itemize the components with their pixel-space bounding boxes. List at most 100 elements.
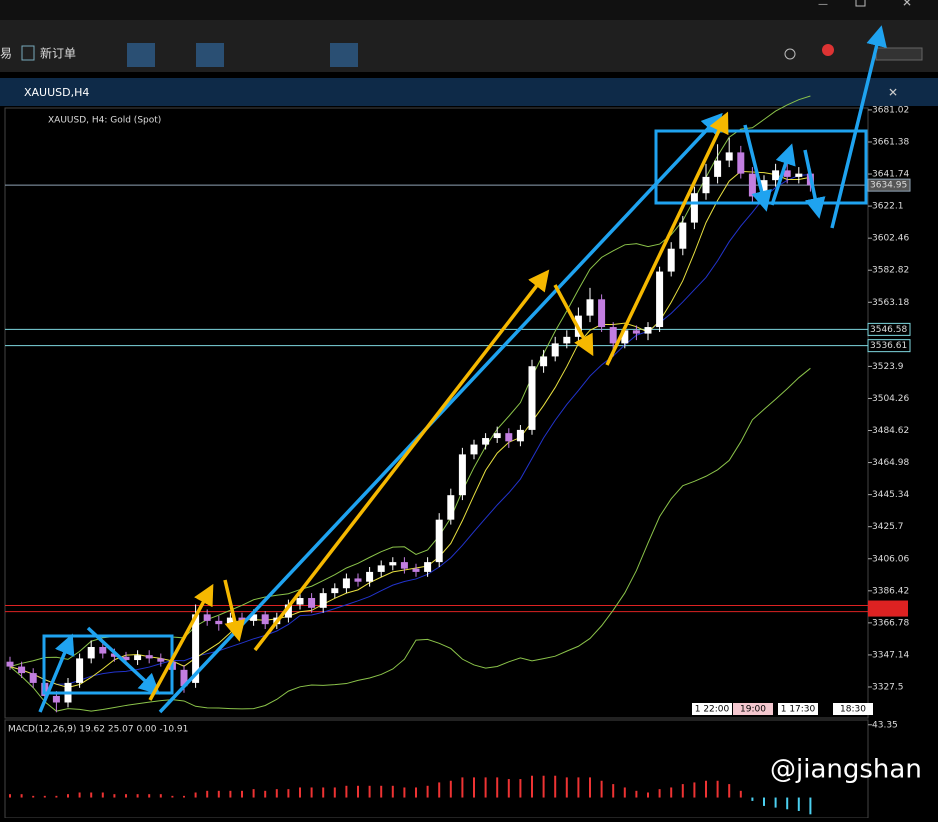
candle-body	[493, 433, 501, 439]
new-order-icon[interactable]	[21, 45, 35, 61]
candle-body	[331, 588, 339, 594]
candle-body	[679, 222, 687, 249]
toolbar-item[interactable]: 易	[0, 47, 12, 61]
y-tick-label: 3681.02	[872, 105, 909, 115]
candle-body	[470, 444, 478, 455]
close[interactable]: ✕	[902, 0, 912, 10]
arrow	[605, 111, 729, 366]
candle-body	[447, 495, 455, 520]
candle-body	[737, 152, 745, 174]
candle-body	[192, 614, 200, 683]
y-tick-label: 3484.62	[872, 426, 909, 436]
candle-body	[366, 571, 374, 582]
macd-area	[4, 719, 869, 819]
y-tick-label: 3425.7	[872, 522, 904, 532]
watermark: @jiangshan	[770, 755, 922, 785]
new-order[interactable]: 新订单	[40, 46, 76, 61]
candle-body	[18, 666, 26, 674]
price-label: 3634.95	[870, 181, 907, 191]
arrow	[158, 112, 723, 714]
candle-body	[377, 565, 385, 572]
annotations	[38, 25, 887, 714]
candle-body	[261, 614, 269, 625]
candle-body	[180, 669, 188, 687]
candle-body	[308, 598, 316, 608]
top-bar	[0, 0, 938, 20]
arrow	[770, 143, 796, 206]
candle-body	[435, 519, 443, 563]
shift-btn[interactable]	[330, 43, 358, 67]
arrow	[553, 284, 594, 357]
candle-body	[795, 173, 803, 177]
candle-body	[87, 646, 95, 659]
candle-body	[134, 655, 142, 661]
y-tick-label: 3504.26	[872, 394, 909, 404]
y-tick-label: 3582.82	[872, 266, 909, 276]
candle-body	[609, 327, 617, 344]
candle-body	[563, 336, 571, 344]
y-tick-label: 3327.5	[872, 682, 904, 692]
candle-body	[6, 661, 14, 667]
candle-body	[342, 578, 350, 589]
candle-body	[354, 578, 362, 582]
candle-body	[157, 658, 165, 662]
candle-body	[284, 604, 292, 618]
arrow	[743, 124, 772, 212]
notify[interactable]	[822, 44, 834, 56]
indicator-line	[9, 367, 811, 712]
candle-body	[702, 176, 710, 194]
macd-label: MACD(12,26,9) 19.62 25.07 0.00 -10.91	[8, 725, 188, 735]
zoom-in-btn[interactable]	[196, 43, 224, 67]
candle-body	[76, 658, 84, 683]
red-level-tag	[868, 600, 908, 611]
candle-body	[296, 598, 304, 605]
candle-body	[772, 170, 780, 181]
y-tick-label: 3347.14	[872, 650, 909, 660]
time-label: 1 17:30	[781, 705, 816, 715]
candle-body	[505, 433, 513, 442]
candle-body	[29, 673, 37, 683]
indicator-line	[9, 170, 811, 688]
arrow	[253, 269, 550, 652]
candle-body	[412, 568, 420, 572]
candle-body	[598, 299, 606, 328]
candle-body	[110, 653, 118, 657]
toolbar	[0, 20, 938, 72]
arrow	[86, 626, 161, 695]
candle-body	[725, 152, 733, 161]
candle-body	[690, 193, 698, 223]
arrow	[830, 25, 887, 229]
search[interactable]	[784, 48, 796, 60]
window-close[interactable]: ✕	[888, 86, 898, 100]
candle-body	[516, 429, 524, 442]
candle-body	[586, 299, 594, 316]
time-tag	[778, 703, 818, 715]
candle-body	[621, 330, 629, 344]
candle-body	[203, 614, 211, 621]
candle-body	[482, 438, 490, 445]
minimize[interactable]: —	[818, 0, 828, 10]
price-label: 3546.58	[870, 325, 907, 335]
candle-btn[interactable]	[127, 43, 155, 67]
y-tick-label: 3563.18	[872, 298, 909, 308]
y-tick-label: 3386.42	[872, 586, 909, 596]
maximize[interactable]	[855, 0, 866, 7]
candle-body	[760, 180, 768, 197]
candle-body	[250, 614, 258, 621]
y-tick-label: 3464.98	[872, 458, 909, 468]
y-tick-label: 3366.78	[872, 618, 909, 628]
arrow	[148, 583, 214, 701]
price-tag	[867, 178, 911, 192]
time-tag	[692, 703, 732, 715]
arrow	[803, 149, 826, 219]
box	[42, 634, 174, 695]
indicator-line	[9, 174, 811, 685]
y-tick-label: 3445.34	[872, 490, 909, 500]
candle-body	[656, 271, 664, 328]
candle-body	[145, 655, 153, 659]
candle-body	[400, 562, 408, 569]
y-tick-label: 3406.06	[872, 554, 909, 564]
candle-body	[644, 327, 652, 334]
